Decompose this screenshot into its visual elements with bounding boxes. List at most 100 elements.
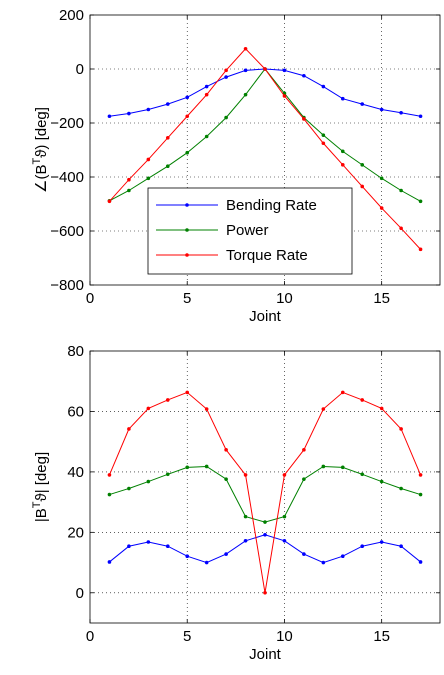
data-point-bending-rate bbox=[146, 107, 151, 112]
legend-marker-torque-rate bbox=[185, 253, 189, 257]
data-point-torque-rate bbox=[263, 590, 267, 595]
data-point-bending-rate bbox=[379, 540, 384, 544]
data-point-torque-rate bbox=[340, 390, 345, 395]
top-chart-angle: 0 5 10 15 −800 −600 −400 −200 0 200 Joint ∠(BTϑ) [d… bbox=[31, 7, 441, 325]
x-axis-label: Joint bbox=[249, 308, 282, 325]
data-point-power bbox=[165, 164, 170, 168]
legend-box bbox=[147, 187, 353, 275]
data-point-power bbox=[263, 520, 267, 524]
data-point-bending-rate bbox=[204, 560, 209, 565]
data-point-power bbox=[185, 150, 190, 155]
data-point-bending-rate bbox=[185, 95, 190, 100]
data-point-torque-rate bbox=[204, 92, 209, 97]
data-point-power bbox=[224, 477, 228, 481]
data-point-torque-rate bbox=[165, 136, 170, 140]
data-point-torque-rate bbox=[127, 427, 131, 431]
data-point-torque-rate bbox=[243, 46, 248, 51]
data-point-bending-rate bbox=[360, 102, 365, 106]
y-tick-label: 0 bbox=[76, 585, 84, 602]
data-point-power bbox=[146, 176, 151, 181]
data-point-bending-rate bbox=[321, 84, 326, 89]
data-point-bending-rate bbox=[146, 540, 151, 544]
data-point-torque-rate bbox=[127, 177, 131, 182]
axes-frame bbox=[89, 14, 441, 286]
data-point-torque-rate bbox=[146, 406, 151, 411]
x-tick-label: 0 bbox=[86, 290, 94, 307]
y-tick-label: 20 bbox=[67, 524, 84, 541]
y-axis-label: |BTϑ| [deg] bbox=[31, 452, 50, 522]
legend: Bending Rate Power Torque Rate bbox=[147, 187, 353, 275]
data-point-bending-rate bbox=[418, 114, 423, 119]
data-point-bending-rate bbox=[185, 554, 190, 559]
data-point-torque-rate bbox=[321, 141, 326, 146]
data-point-bending-rate bbox=[282, 68, 287, 73]
data-point-torque-rate bbox=[204, 407, 209, 411]
y-tick-label: 80 bbox=[67, 343, 84, 360]
data-point-power bbox=[224, 115, 228, 120]
x-tick-label: 15 bbox=[373, 628, 390, 645]
data-point-power bbox=[321, 464, 326, 469]
data-point-torque-rate bbox=[107, 199, 112, 204]
y-tick-label: −800 bbox=[50, 277, 84, 294]
data-point-power bbox=[302, 477, 306, 481]
data-point-torque-rate bbox=[282, 94, 287, 98]
data-point-bending-rate bbox=[224, 75, 228, 79]
data-point-power bbox=[379, 176, 384, 181]
data-point-bending-rate bbox=[379, 107, 384, 112]
data-point-power bbox=[185, 465, 190, 470]
legend-marker-power bbox=[185, 228, 189, 232]
data-point-bending-rate bbox=[340, 96, 345, 101]
data-point-torque-rate bbox=[302, 448, 306, 452]
data-point-power bbox=[360, 472, 365, 477]
y-tick-label: −600 bbox=[50, 223, 84, 240]
data-point-torque-rate bbox=[360, 398, 365, 402]
data-point-power bbox=[321, 133, 326, 137]
data-point-torque-rate bbox=[418, 247, 423, 252]
data-point-power bbox=[399, 188, 403, 193]
data-point-power bbox=[204, 134, 209, 139]
legend-marker-bending-rate bbox=[185, 203, 189, 207]
y-tick-label: −400 bbox=[50, 169, 84, 186]
data-point-bending-rate bbox=[263, 532, 267, 537]
data-point-bending-rate bbox=[243, 538, 248, 543]
data-point-power bbox=[204, 464, 209, 469]
bottom-chart-magnitude: 0 5 10 15 0 20 40 60 80 Joint |BTϑ| [deg] bbox=[31, 343, 441, 663]
data-point-bending-rate bbox=[321, 560, 326, 565]
data-point-torque-rate bbox=[146, 157, 151, 162]
data-point-power bbox=[340, 149, 345, 154]
data-point-bending-rate bbox=[243, 68, 248, 73]
x-tick-label: 10 bbox=[276, 290, 293, 307]
y-axis-label: ∠(BTϑ) [deg] bbox=[31, 107, 50, 193]
data-point-torque-rate bbox=[165, 398, 170, 402]
data-point-bending-rate bbox=[165, 544, 170, 549]
data-point-bending-rate bbox=[282, 538, 287, 543]
y-tick-label: −200 bbox=[50, 115, 84, 132]
y-tick-label: 200 bbox=[59, 7, 84, 24]
y-tick-label: 0 bbox=[76, 61, 84, 78]
data-point-power bbox=[146, 479, 151, 484]
data-point-power bbox=[165, 472, 170, 477]
data-point-torque-rate bbox=[282, 473, 287, 477]
data-point-torque-rate bbox=[263, 67, 267, 71]
data-point-torque-rate bbox=[360, 184, 365, 189]
data-point-bending-rate bbox=[418, 560, 423, 564]
data-point-bending-rate bbox=[127, 111, 131, 116]
data-point-bending-rate bbox=[399, 544, 403, 549]
data-point-torque-rate bbox=[185, 390, 190, 395]
x-tick-label: 0 bbox=[86, 628, 94, 645]
legend-label-torque-rate: Torque Rate bbox=[226, 247, 308, 264]
data-point-bending-rate bbox=[107, 560, 112, 564]
data-point-torque-rate bbox=[399, 226, 403, 231]
data-point-torque-rate bbox=[185, 114, 190, 119]
data-point-power bbox=[282, 514, 287, 519]
data-point-torque-rate bbox=[399, 427, 403, 431]
data-point-power bbox=[127, 188, 131, 193]
data-point-bending-rate bbox=[107, 114, 112, 119]
data-point-power bbox=[243, 514, 248, 519]
data-point-torque-rate bbox=[340, 163, 345, 167]
axes-frame bbox=[89, 350, 441, 624]
data-point-torque-rate bbox=[379, 406, 384, 411]
data-point-torque-rate bbox=[224, 448, 228, 452]
data-point-power bbox=[107, 492, 112, 497]
